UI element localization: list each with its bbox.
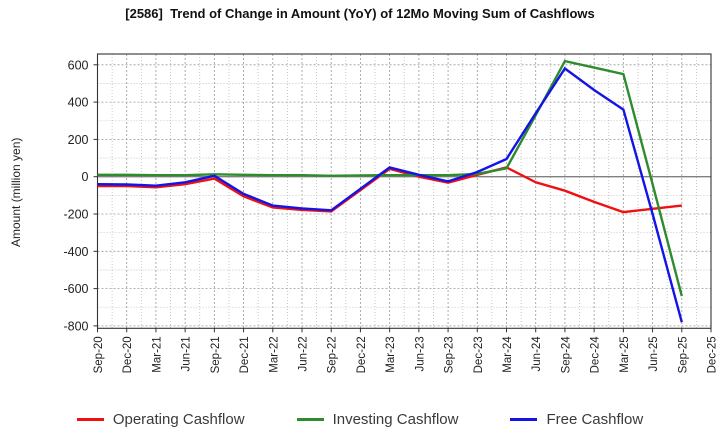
plot-border <box>96 53 712 329</box>
legend-item-investing-cashflow: Investing Cashflow <box>296 411 459 428</box>
operating-cashflow-swatch <box>76 418 104 421</box>
operating-cashflow-label: Operating Cashflow <box>112 411 245 428</box>
x-tick-label: Jun-22 <box>298 336 310 371</box>
y-tick-labels: 600 400 200 0 -200 -400 -600 -800 <box>63 58 98 333</box>
x-tick-label: Mar-23 <box>385 336 397 372</box>
y-tick-label: -800 <box>63 319 88 333</box>
x-tick-label: Dec-22 <box>356 336 368 373</box>
x-tick-label: Sep-20 <box>93 336 105 373</box>
legend-item-free-cashflow: Free Cashflow <box>510 411 643 428</box>
chart-title: [2586] Trend of Change in Amount (YoY) o… <box>125 6 595 21</box>
y-tick-label: -600 <box>63 282 88 296</box>
x-tick-label: Dec-21 <box>239 336 251 373</box>
x-tick-label: Sep-22 <box>327 336 339 373</box>
gridlines <box>97 54 712 329</box>
x-tick-label: Sep-23 <box>444 336 456 373</box>
x-tick-label: Mar-25 <box>619 336 631 372</box>
free-cashflow-label: Free Cashflow <box>546 411 644 428</box>
x-tick-label: Jun-25 <box>648 336 660 371</box>
x-tick-label: Sep-21 <box>210 336 222 373</box>
x-tick-label: Mar-21 <box>151 336 163 372</box>
x-tick-label: Dec-24 <box>590 336 602 374</box>
y-tick-label: 600 <box>68 58 89 72</box>
x-tick-label: Jun-23 <box>414 336 426 371</box>
x-tick-labels: Sep-20 Dec-20 Mar-21 Jun-21 Sep-21 Dec-21 Mar-… <box>93 328 719 373</box>
x-tick-label: Dec-25 <box>707 336 719 373</box>
legend-item-operating-cashflow: Operating Cashflow <box>76 411 245 428</box>
y-tick-label: 200 <box>68 133 89 147</box>
plot-area: 600 400 200 0 -200 -400 -600 -800 Sep-20 Dec-20 Ma… <box>63 53 719 373</box>
x-tick-label: Mar-24 <box>502 336 514 373</box>
x-tick-label: Sep-24 <box>560 336 572 374</box>
x-tick-label: Dec-20 <box>122 336 134 373</box>
operating-cashflow-line <box>97 166 682 214</box>
x-tick-label: Dec-23 <box>473 336 485 373</box>
x-tick-label: Jun-21 <box>181 336 193 371</box>
investing-cashflow-swatch <box>296 418 324 421</box>
y-tick-label: -400 <box>63 245 88 259</box>
y-tick-label: 400 <box>68 96 89 110</box>
investing-cashflow-label: Investing Cashflow <box>332 411 459 428</box>
investing-cashflow-line <box>97 59 683 297</box>
free-cashflow-swatch <box>510 418 538 421</box>
x-tick-label: Sep-25 <box>677 336 689 373</box>
x-tick-label: Mar-22 <box>268 336 280 372</box>
y-tick-label: 0 <box>82 170 89 184</box>
chart-legend: Operating Cashflow Investing Cashflow Fr… <box>0 411 720 428</box>
free-cashflow-line <box>97 66 683 323</box>
y-tick-label: -200 <box>63 208 88 222</box>
x-tick-label: Jun-24 <box>531 336 543 372</box>
